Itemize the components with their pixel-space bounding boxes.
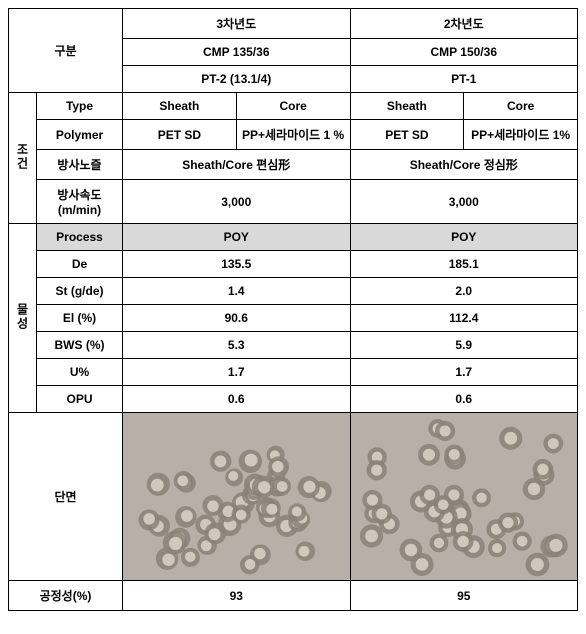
prop-el-2: 112.4 — [350, 305, 578, 332]
cond-polymer-sheath-2: PET SD — [350, 120, 464, 150]
comparison-table: 구분 3차년도 2차년도 CMP 135/36 CMP 150/36 PT-2 … — [8, 8, 578, 611]
cross-section-label: 단면 — [9, 413, 123, 581]
prop-de-3: 135.5 — [123, 251, 351, 278]
header-year2: 2차년도 — [350, 9, 578, 39]
cond-polymer-sheath-3: PET SD — [123, 120, 237, 150]
micrograph-left-icon — [123, 413, 350, 580]
prop-bws-label: BWS (%) — [37, 332, 123, 359]
fairness-label: 공정성(%) — [9, 581, 123, 611]
cond-polymer-label: Polymer — [37, 120, 123, 150]
cond-polymer-core-3: PP+세라마이드 1 % — [236, 120, 350, 150]
prop-st-2: 2.0 — [350, 278, 578, 305]
cond-sheath-2: Sheath — [350, 93, 464, 120]
cond-nozzle-3: Sheath/Core 편심形 — [123, 150, 351, 180]
prop-process-2: POY — [350, 224, 578, 251]
header-year3: 3차년도 — [123, 9, 351, 39]
prop-bws-3: 5.3 — [123, 332, 351, 359]
cross-section-image-2 — [350, 413, 578, 581]
prop-opu-3: 0.6 — [123, 386, 351, 413]
header-cmp3: CMP 135/36 — [123, 39, 351, 66]
cond-speed-label: 방사속도 (m/min) — [37, 180, 123, 224]
prop-opu-2: 0.6 — [350, 386, 578, 413]
prop-de-label: De — [37, 251, 123, 278]
fairness-2: 95 — [350, 581, 578, 611]
cond-nozzle-label: 방사노즐 — [37, 150, 123, 180]
prop-process-3: POY — [123, 224, 351, 251]
prop-el-label: El (%) — [37, 305, 123, 332]
header-pt3: PT-2 (13.1/4) — [123, 66, 351, 93]
prop-de-2: 185.1 — [350, 251, 578, 278]
prop-process-label: Process — [37, 224, 123, 251]
prop-st-label: St (g/de) — [37, 278, 123, 305]
cond-sheath-3: Sheath — [123, 93, 237, 120]
prop-opu-label: OPU — [37, 386, 123, 413]
prop-el-3: 90.6 — [123, 305, 351, 332]
cond-speed-2: 3,000 — [350, 180, 578, 224]
section-conditions: 조건 — [9, 93, 37, 224]
prop-bws-2: 5.9 — [350, 332, 578, 359]
cond-nozzle-2: Sheath/Core 정심形 — [350, 150, 578, 180]
cond-core-3: Core — [236, 93, 350, 120]
prop-u-label: U% — [37, 359, 123, 386]
section-properties: 물성 — [9, 224, 37, 413]
prop-st-3: 1.4 — [123, 278, 351, 305]
cond-type-label: Type — [37, 93, 123, 120]
fairness-3: 93 — [123, 581, 351, 611]
cond-polymer-core-2: PP+세라마이드 1% — [464, 120, 578, 150]
cross-section-image-3 — [123, 413, 351, 581]
cond-core-2: Core — [464, 93, 578, 120]
header-gubun: 구분 — [9, 9, 123, 93]
prop-u-2: 1.7 — [350, 359, 578, 386]
prop-u-3: 1.7 — [123, 359, 351, 386]
header-pt2: PT-1 — [350, 66, 578, 93]
header-cmp2: CMP 150/36 — [350, 39, 578, 66]
micrograph-right-icon — [351, 413, 578, 580]
cond-speed-3: 3,000 — [123, 180, 351, 224]
